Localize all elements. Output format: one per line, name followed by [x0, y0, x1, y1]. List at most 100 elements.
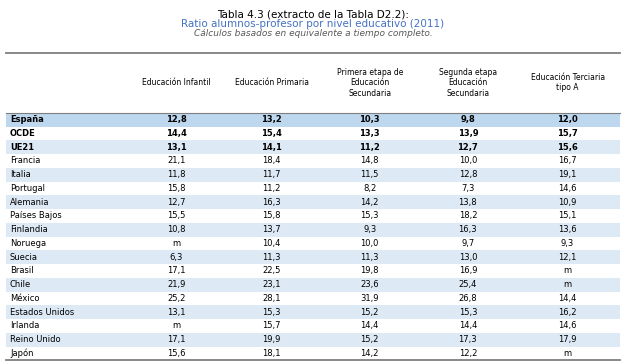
- Text: Alemania: Alemania: [10, 198, 49, 207]
- Bar: [6, 113, 620, 127]
- Text: m: m: [563, 280, 572, 289]
- Text: 15,2: 15,2: [361, 335, 379, 344]
- Text: Portugal: Portugal: [10, 184, 45, 193]
- Text: 17,1: 17,1: [167, 335, 186, 344]
- Text: 14,4: 14,4: [459, 321, 477, 331]
- Text: México: México: [10, 294, 39, 303]
- Text: Segunda etapa
Educación
Secundaria: Segunda etapa Educación Secundaria: [439, 68, 497, 98]
- Bar: [6, 237, 620, 250]
- Text: 15,2: 15,2: [361, 308, 379, 317]
- Text: 15,3: 15,3: [262, 308, 281, 317]
- Text: 26,8: 26,8: [459, 294, 477, 303]
- Text: 18,1: 18,1: [262, 349, 281, 358]
- Text: Irlanda: Irlanda: [10, 321, 39, 331]
- Text: 22,5: 22,5: [262, 266, 281, 276]
- Text: Estados Unidos: Estados Unidos: [10, 308, 74, 317]
- Text: 13,7: 13,7: [262, 225, 281, 234]
- Text: 23,6: 23,6: [361, 280, 379, 289]
- Text: m: m: [172, 239, 180, 248]
- Text: 6,3: 6,3: [170, 253, 183, 262]
- Text: 15,1: 15,1: [558, 211, 577, 221]
- Bar: [6, 305, 620, 319]
- Text: Tabla 4.3 (extracto de la Tabla D2.2):: Tabla 4.3 (extracto de la Tabla D2.2):: [217, 9, 409, 19]
- Text: 7,3: 7,3: [461, 184, 475, 193]
- Text: 18,2: 18,2: [459, 211, 477, 221]
- Text: Ratio alumnos-profesor por nivel educativo (2011): Ratio alumnos-profesor por nivel educati…: [182, 19, 444, 29]
- Text: Reino Unido: Reino Unido: [10, 335, 61, 344]
- Text: 11,3: 11,3: [262, 253, 281, 262]
- Text: 12,0: 12,0: [557, 115, 578, 124]
- Text: 11,2: 11,2: [262, 184, 281, 193]
- Text: 9,8: 9,8: [461, 115, 475, 124]
- Text: 15,3: 15,3: [361, 211, 379, 221]
- Text: 12,7: 12,7: [167, 198, 186, 207]
- Text: 13,2: 13,2: [261, 115, 282, 124]
- Text: 17,9: 17,9: [558, 335, 577, 344]
- Text: 14,8: 14,8: [361, 157, 379, 165]
- Text: 10,8: 10,8: [167, 225, 186, 234]
- Text: 15,4: 15,4: [261, 129, 282, 138]
- Text: Primera etapa de
Educación
Secundaria: Primera etapa de Educación Secundaria: [337, 68, 403, 98]
- Text: 11,3: 11,3: [361, 253, 379, 262]
- Text: 14,6: 14,6: [558, 184, 577, 193]
- Bar: [6, 319, 620, 333]
- Text: 15,6: 15,6: [557, 143, 578, 152]
- Bar: [6, 278, 620, 292]
- Bar: [6, 250, 620, 264]
- Text: 13,3: 13,3: [359, 129, 380, 138]
- Text: 10,0: 10,0: [459, 157, 477, 165]
- Text: Cálculos basados en equivalente a tiempo completo.: Cálculos basados en equivalente a tiempo…: [193, 29, 433, 38]
- Text: 11,8: 11,8: [167, 170, 186, 179]
- Bar: [6, 182, 620, 195]
- Text: Educación Infantil: Educación Infantil: [142, 78, 211, 87]
- Text: 9,7: 9,7: [461, 239, 475, 248]
- Text: 14,2: 14,2: [361, 349, 379, 358]
- Text: 31,9: 31,9: [361, 294, 379, 303]
- Text: 13,1: 13,1: [166, 143, 187, 152]
- Text: m: m: [563, 266, 572, 276]
- Text: 12,7: 12,7: [458, 143, 478, 152]
- Text: 16,2: 16,2: [558, 308, 577, 317]
- Text: 16,3: 16,3: [459, 225, 477, 234]
- Text: 15,7: 15,7: [557, 129, 578, 138]
- Text: 14,6: 14,6: [558, 321, 577, 331]
- Text: m: m: [563, 349, 572, 358]
- Text: OCDE: OCDE: [10, 129, 36, 138]
- Text: 12,2: 12,2: [459, 349, 477, 358]
- Text: Educación Primaria: Educación Primaria: [235, 78, 309, 87]
- Text: 11,5: 11,5: [361, 170, 379, 179]
- Text: 12,1: 12,1: [558, 253, 577, 262]
- Text: 8,2: 8,2: [363, 184, 376, 193]
- Text: m: m: [172, 321, 180, 331]
- Text: 14,4: 14,4: [558, 294, 577, 303]
- Text: 13,8: 13,8: [459, 198, 477, 207]
- Bar: [6, 53, 620, 113]
- Text: 16,9: 16,9: [459, 266, 477, 276]
- Text: Noruega: Noruega: [10, 239, 46, 248]
- Text: 10,0: 10,0: [361, 239, 379, 248]
- Text: 17,1: 17,1: [167, 266, 186, 276]
- Bar: [6, 168, 620, 182]
- Text: 13,0: 13,0: [459, 253, 477, 262]
- Bar: [6, 154, 620, 168]
- Text: 18,4: 18,4: [262, 157, 281, 165]
- Text: 17,3: 17,3: [459, 335, 477, 344]
- Text: 19,8: 19,8: [361, 266, 379, 276]
- Text: 25,4: 25,4: [459, 280, 477, 289]
- Text: UE21: UE21: [10, 143, 34, 152]
- Text: 15,7: 15,7: [262, 321, 281, 331]
- Text: 15,5: 15,5: [167, 211, 186, 221]
- Text: 19,1: 19,1: [558, 170, 577, 179]
- Bar: [6, 223, 620, 237]
- Text: 9,3: 9,3: [561, 239, 574, 248]
- Text: 12,8: 12,8: [166, 115, 187, 124]
- Text: 14,2: 14,2: [361, 198, 379, 207]
- Text: 23,1: 23,1: [262, 280, 281, 289]
- Bar: [6, 140, 620, 154]
- Text: Suecia: Suecia: [10, 253, 38, 262]
- Text: 10,9: 10,9: [558, 198, 577, 207]
- Text: 11,2: 11,2: [359, 143, 380, 152]
- Text: 11,7: 11,7: [262, 170, 281, 179]
- Text: 14,4: 14,4: [166, 129, 187, 138]
- Text: 15,8: 15,8: [262, 211, 281, 221]
